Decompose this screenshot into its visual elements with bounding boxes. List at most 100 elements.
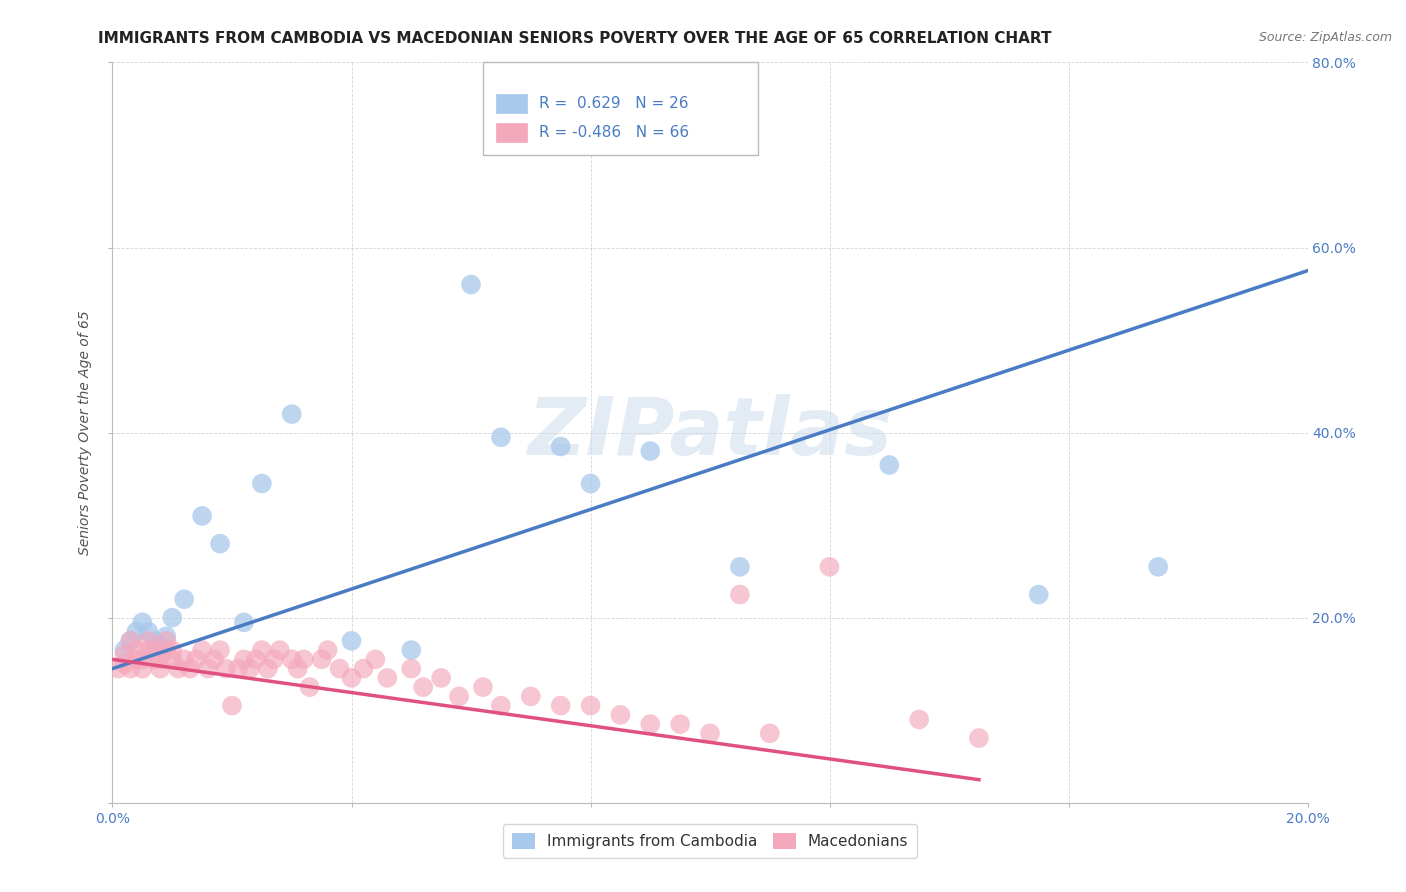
- Point: [149, 662, 172, 676]
- Point: [879, 458, 901, 472]
- Point: [191, 643, 214, 657]
- Point: [412, 680, 434, 694]
- Point: [263, 652, 285, 666]
- FancyBboxPatch shape: [496, 123, 527, 142]
- Text: ZIPatlas: ZIPatlas: [527, 393, 893, 472]
- Point: [202, 652, 225, 666]
- Point: [131, 615, 153, 630]
- Point: [138, 643, 160, 657]
- Point: [155, 629, 177, 643]
- Point: [120, 633, 142, 648]
- Text: IMMIGRANTS FROM CAMBODIA VS MACEDONIAN SENIORS POVERTY OVER THE AGE OF 65 CORREL: IMMIGRANTS FROM CAMBODIA VS MACEDONIAN S…: [98, 31, 1052, 46]
- Point: [257, 662, 280, 676]
- Point: [155, 633, 177, 648]
- Point: [908, 713, 931, 727]
- Point: [209, 643, 232, 657]
- Point: [460, 277, 482, 292]
- Point: [472, 680, 495, 694]
- Point: [353, 662, 375, 676]
- Point: [233, 615, 256, 630]
- Point: [340, 671, 363, 685]
- Text: Source: ZipAtlas.com: Source: ZipAtlas.com: [1258, 31, 1392, 45]
- Point: [609, 707, 631, 722]
- Point: [250, 643, 273, 657]
- Point: [191, 508, 214, 523]
- Point: [143, 643, 166, 657]
- Point: [125, 643, 148, 657]
- Point: [239, 662, 262, 676]
- Point: [489, 698, 512, 713]
- Point: [149, 639, 172, 653]
- Point: [550, 440, 572, 454]
- Point: [364, 652, 387, 666]
- FancyBboxPatch shape: [484, 62, 758, 155]
- Point: [131, 652, 153, 666]
- Point: [316, 643, 339, 657]
- Point: [430, 671, 453, 685]
- Point: [640, 444, 662, 458]
- Point: [967, 731, 990, 745]
- Point: [818, 559, 841, 574]
- Point: [640, 717, 662, 731]
- Point: [245, 652, 267, 666]
- Point: [114, 643, 135, 657]
- Point: [173, 652, 195, 666]
- Point: [209, 536, 232, 550]
- Point: [250, 476, 273, 491]
- Point: [233, 652, 256, 666]
- Y-axis label: Seniors Poverty Over the Age of 65: Seniors Poverty Over the Age of 65: [79, 310, 93, 555]
- Point: [489, 430, 512, 444]
- Point: [138, 633, 160, 648]
- Point: [167, 662, 190, 676]
- Point: [138, 624, 160, 639]
- Point: [162, 643, 183, 657]
- Point: [298, 680, 321, 694]
- Legend: Immigrants from Cambodia, Macedonians: Immigrants from Cambodia, Macedonians: [503, 824, 917, 858]
- Point: [162, 652, 183, 666]
- Point: [579, 698, 602, 713]
- Point: [449, 690, 471, 704]
- Point: [155, 643, 177, 657]
- Text: R = -0.486   N = 66: R = -0.486 N = 66: [538, 125, 689, 140]
- Point: [125, 652, 148, 666]
- Point: [550, 698, 572, 713]
- Point: [292, 652, 315, 666]
- Point: [143, 633, 166, 648]
- Point: [340, 633, 363, 648]
- Point: [1028, 588, 1050, 602]
- Point: [377, 671, 399, 685]
- Point: [120, 633, 142, 648]
- Text: R =  0.629   N = 26: R = 0.629 N = 26: [538, 96, 689, 112]
- Point: [149, 652, 172, 666]
- Point: [125, 624, 148, 639]
- Point: [759, 726, 782, 740]
- Point: [269, 643, 291, 657]
- Point: [520, 690, 543, 704]
- Point: [143, 652, 166, 666]
- Point: [728, 588, 751, 602]
- FancyBboxPatch shape: [496, 94, 527, 113]
- Point: [281, 652, 304, 666]
- Point: [197, 662, 219, 676]
- Point: [1147, 559, 1170, 574]
- Point: [215, 662, 238, 676]
- Point: [131, 662, 153, 676]
- Point: [669, 717, 692, 731]
- Point: [579, 476, 602, 491]
- Point: [401, 662, 423, 676]
- Point: [311, 652, 333, 666]
- Point: [114, 657, 135, 671]
- Point: [186, 652, 208, 666]
- Point: [401, 643, 423, 657]
- Point: [226, 662, 249, 676]
- Point: [287, 662, 309, 676]
- Point: [114, 648, 135, 662]
- Point: [221, 698, 243, 713]
- Point: [329, 662, 352, 676]
- Point: [162, 610, 183, 624]
- Point: [699, 726, 721, 740]
- Point: [173, 592, 195, 607]
- Point: [107, 662, 129, 676]
- Point: [281, 407, 304, 421]
- Point: [179, 662, 201, 676]
